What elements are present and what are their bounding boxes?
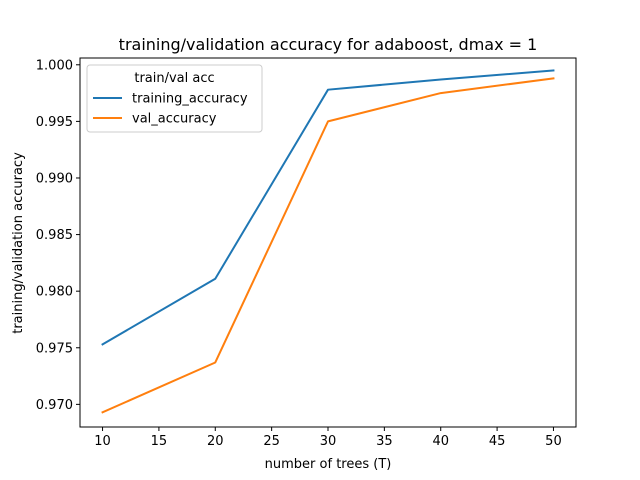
legend: train/val acc training_accuracy val_accur… (86, 64, 263, 133)
legend-box (86, 64, 263, 133)
y-axis-label: training/validation accuracy (11, 152, 26, 334)
y-tick-label: 0.995 (36, 115, 73, 130)
x-tick-label: 35 (376, 434, 393, 449)
y-tick-label: 0.980 (36, 285, 73, 300)
x-tick-label: 20 (207, 434, 224, 449)
legend-entries: training_accuracy val_accuracy (93, 92, 248, 127)
x-tick-label: 10 (94, 434, 111, 449)
x-tick-label: 45 (489, 434, 506, 449)
x-axis-label: number of trees (T) (265, 457, 392, 472)
series-line-training-accuracy (101, 69, 555, 346)
x-tick-label: 15 (151, 434, 168, 449)
series-layer (101, 69, 555, 414)
chart-title: training/validation accuracy for adaboos… (119, 35, 538, 54)
x-tick-label: 50 (545, 434, 562, 449)
y-tick-label: 0.975 (36, 341, 73, 356)
y-tick-label: 0.990 (36, 171, 73, 186)
legend-label-val-accuracy: val_accuracy (132, 112, 217, 127)
x-axis: 10 15 20 25 30 35 40 45 50 (94, 427, 562, 449)
x-tick-label: 40 (432, 434, 449, 449)
y-tick-label: 0.970 (36, 398, 73, 413)
y-axis: 0.970 0.975 0.980 0.985 0.990 0.995 1.000 (36, 58, 80, 413)
x-tick-label: 25 (263, 434, 280, 449)
legend-title: train/val acc (134, 71, 214, 86)
x-tick-label: 30 (320, 434, 337, 449)
series-line-val-accuracy (101, 77, 555, 414)
legend-label-training-accuracy: training_accuracy (132, 92, 248, 107)
y-tick-label: 1.000 (36, 58, 73, 73)
y-tick-label: 0.985 (36, 228, 73, 243)
